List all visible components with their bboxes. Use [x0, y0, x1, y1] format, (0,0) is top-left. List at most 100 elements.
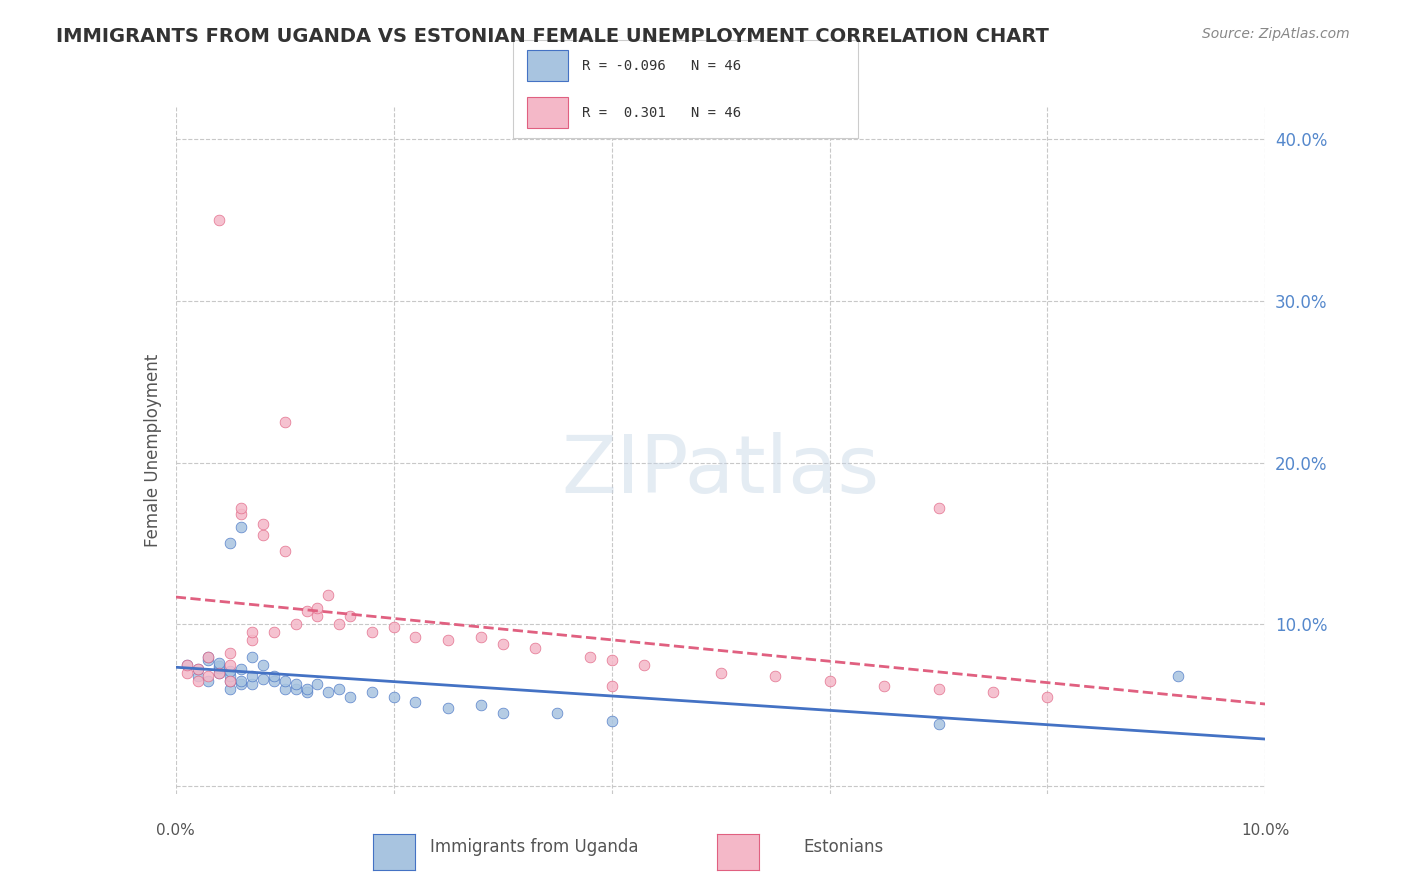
- Bar: [527, 97, 568, 128]
- Text: R =  0.301   N = 46: R = 0.301 N = 46: [582, 106, 741, 120]
- Point: [600, 714, 623, 728]
- Text: Source: ZipAtlas.com: Source: ZipAtlas.com: [1202, 27, 1350, 41]
- Point: [360, 685, 382, 699]
- Point: [240, 633, 263, 648]
- Point: [633, 657, 655, 672]
- Point: [252, 657, 274, 672]
- Point: [240, 625, 263, 640]
- Point: [274, 681, 297, 696]
- Point: [186, 662, 209, 676]
- Point: [176, 665, 198, 680]
- Point: [231, 500, 253, 515]
- Point: [710, 665, 733, 680]
- Point: [328, 681, 350, 696]
- Point: [240, 649, 263, 664]
- Point: [763, 669, 786, 683]
- Point: [600, 679, 623, 693]
- Point: [579, 649, 602, 664]
- Point: [382, 690, 405, 704]
- Point: [274, 673, 297, 688]
- Point: [284, 681, 307, 696]
- Point: [318, 588, 340, 602]
- Point: [318, 685, 340, 699]
- Point: [197, 673, 219, 688]
- Point: [208, 665, 231, 680]
- Point: [240, 669, 263, 683]
- Point: [231, 677, 253, 691]
- Point: [219, 681, 242, 696]
- Point: [219, 673, 242, 688]
- Point: [295, 685, 318, 699]
- Point: [382, 620, 405, 634]
- Point: [339, 690, 361, 704]
- Point: [1036, 690, 1059, 704]
- Point: [219, 673, 242, 688]
- Point: [470, 698, 492, 712]
- Point: [176, 657, 198, 672]
- Point: [219, 646, 242, 660]
- Point: [231, 508, 253, 522]
- Point: [307, 609, 329, 624]
- Point: [307, 601, 329, 615]
- Point: [197, 649, 219, 664]
- Point: [197, 653, 219, 667]
- Point: [197, 669, 219, 683]
- Point: [405, 630, 427, 644]
- Point: [208, 213, 231, 227]
- Text: Estonians: Estonians: [803, 838, 884, 856]
- Point: [219, 664, 242, 678]
- Text: 0.0%: 0.0%: [156, 823, 195, 838]
- Point: [231, 662, 253, 676]
- Point: [600, 653, 623, 667]
- Point: [197, 649, 219, 664]
- Point: [186, 662, 209, 676]
- Point: [524, 641, 547, 656]
- Point: [295, 604, 318, 618]
- Point: [546, 706, 568, 720]
- Bar: [527, 50, 568, 81]
- Point: [295, 681, 318, 696]
- Text: R = -0.096   N = 46: R = -0.096 N = 46: [582, 59, 741, 72]
- Text: IMMIGRANTS FROM UGANDA VS ESTONIAN FEMALE UNEMPLOYMENT CORRELATION CHART: IMMIGRANTS FROM UGANDA VS ESTONIAN FEMAL…: [56, 27, 1049, 45]
- Point: [231, 520, 253, 534]
- Point: [284, 677, 307, 691]
- Point: [176, 657, 198, 672]
- Point: [437, 701, 460, 715]
- Point: [186, 669, 209, 683]
- Point: [208, 661, 231, 675]
- Point: [284, 617, 307, 632]
- Text: 10.0%: 10.0%: [1241, 823, 1289, 838]
- Point: [252, 516, 274, 531]
- Point: [186, 673, 209, 688]
- Point: [928, 500, 950, 515]
- Point: [470, 630, 492, 644]
- Point: [231, 673, 253, 688]
- Point: [1167, 669, 1189, 683]
- Point: [263, 625, 285, 640]
- Point: [219, 536, 242, 550]
- Point: [928, 681, 950, 696]
- Point: [252, 528, 274, 542]
- Text: Immigrants from Uganda: Immigrants from Uganda: [430, 838, 638, 856]
- Point: [307, 677, 329, 691]
- Point: [219, 669, 242, 683]
- Text: ZIPatlas: ZIPatlas: [561, 432, 880, 510]
- Point: [208, 659, 231, 673]
- Point: [240, 677, 263, 691]
- Point: [274, 544, 297, 558]
- Point: [928, 717, 950, 731]
- Point: [252, 672, 274, 686]
- Point: [873, 679, 896, 693]
- Point: [328, 617, 350, 632]
- Point: [263, 673, 285, 688]
- Point: [208, 656, 231, 670]
- Point: [208, 665, 231, 680]
- Y-axis label: Female Unemployment: Female Unemployment: [143, 354, 162, 547]
- Point: [360, 625, 382, 640]
- Point: [263, 669, 285, 683]
- Point: [492, 637, 515, 651]
- Point: [219, 657, 242, 672]
- Point: [437, 633, 460, 648]
- Point: [492, 706, 515, 720]
- Point: [981, 685, 1004, 699]
